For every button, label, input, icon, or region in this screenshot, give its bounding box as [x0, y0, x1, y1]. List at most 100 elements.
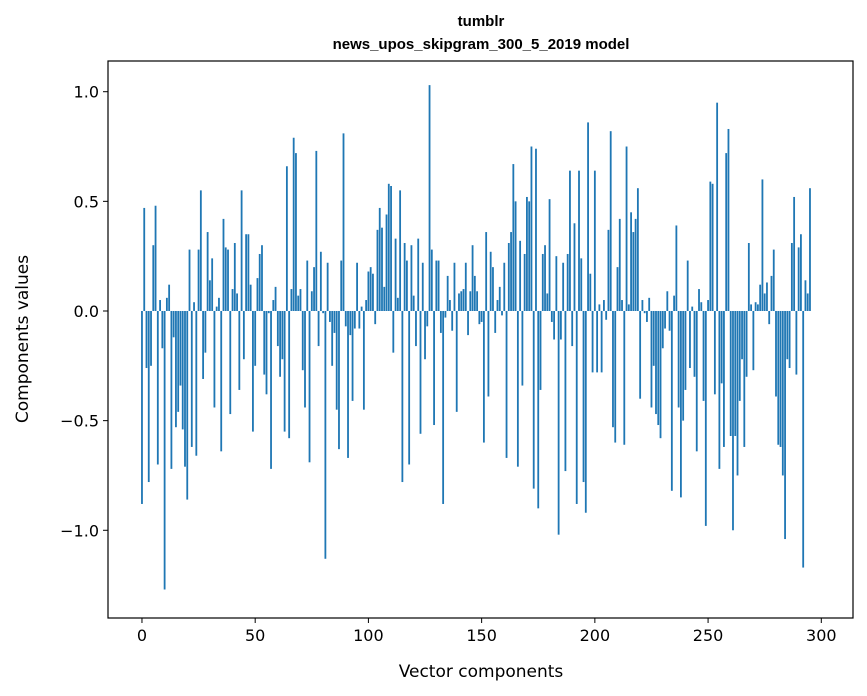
bar [297, 295, 300, 311]
bar [442, 310, 445, 504]
bar [344, 310, 347, 327]
bar [317, 310, 320, 347]
bar [231, 289, 234, 311]
bar [555, 256, 558, 311]
bar [408, 310, 411, 465]
bar [670, 310, 673, 491]
bar [777, 310, 780, 445]
bar [204, 310, 207, 353]
bar [480, 310, 483, 322]
bar [458, 293, 460, 311]
bar [347, 310, 349, 458]
bar [333, 310, 336, 333]
y-tick-label: 1.0 [74, 83, 99, 102]
bar [618, 218, 621, 311]
bar [772, 249, 775, 311]
bar [301, 310, 304, 371]
bar [285, 166, 288, 311]
x-tick-label: 100 [353, 626, 384, 645]
bar [589, 273, 592, 311]
bar [236, 293, 238, 311]
bar [756, 304, 759, 311]
bar [195, 310, 198, 456]
bar [188, 249, 191, 311]
bar [784, 310, 786, 540]
bar-series [141, 85, 811, 590]
bar [177, 310, 180, 412]
bar [695, 310, 698, 452]
bar [295, 153, 297, 311]
bar [523, 253, 526, 311]
bar [163, 310, 166, 590]
bar [460, 291, 463, 311]
bar [505, 310, 508, 458]
bar [650, 310, 653, 408]
bar [526, 196, 528, 311]
bar [713, 310, 716, 395]
bar [691, 306, 694, 311]
bar [455, 310, 458, 412]
bar [190, 310, 193, 447]
bar [161, 310, 164, 349]
y-axis-ticks: −1.0 −0.5 0.0 0.5 1.0 [60, 83, 108, 540]
bar [738, 310, 741, 401]
bar [265, 310, 268, 395]
bar [179, 310, 182, 386]
bar [752, 310, 755, 371]
bar [358, 310, 361, 329]
y-tick-label: −0.5 [60, 412, 99, 431]
bar [711, 183, 714, 311]
chart-title: tumblr [458, 13, 505, 30]
bar [553, 310, 555, 340]
bar [276, 310, 279, 347]
bar [220, 310, 223, 452]
bar [528, 201, 531, 311]
bar [698, 289, 700, 311]
bar [145, 310, 148, 369]
bar [471, 245, 474, 311]
y-axis-label: Components values [13, 255, 33, 423]
bar [680, 310, 682, 498]
bar [283, 310, 286, 432]
bar [492, 267, 494, 311]
bar [557, 310, 560, 535]
bar [673, 295, 676, 311]
bar [186, 310, 189, 500]
bar [326, 262, 329, 311]
bar [743, 310, 746, 447]
bar [272, 300, 275, 311]
bar [417, 238, 420, 311]
bar [360, 306, 363, 311]
bar [310, 291, 313, 311]
bar [335, 310, 338, 410]
bar [684, 310, 687, 390]
bar [489, 251, 492, 311]
bar [396, 297, 399, 311]
bar [258, 253, 261, 311]
bar [503, 262, 506, 311]
bar [383, 286, 386, 311]
bar [449, 300, 451, 311]
bar [655, 310, 657, 415]
bar [290, 289, 293, 311]
bar [356, 262, 358, 311]
bar [372, 273, 374, 311]
bar [374, 310, 377, 325]
bar [750, 304, 752, 311]
bar [736, 310, 739, 476]
bar [329, 310, 331, 322]
bar [704, 310, 707, 526]
bar [734, 310, 737, 436]
bar [800, 234, 802, 311]
bar [793, 196, 796, 311]
bar [643, 310, 646, 314]
bar [156, 310, 159, 465]
bar [569, 170, 571, 311]
bar [446, 275, 449, 311]
bar [788, 310, 791, 369]
bar [367, 271, 370, 311]
bar [410, 245, 413, 311]
bar [159, 300, 161, 311]
y-tick-label: −1.0 [60, 521, 99, 540]
bar [469, 291, 472, 311]
